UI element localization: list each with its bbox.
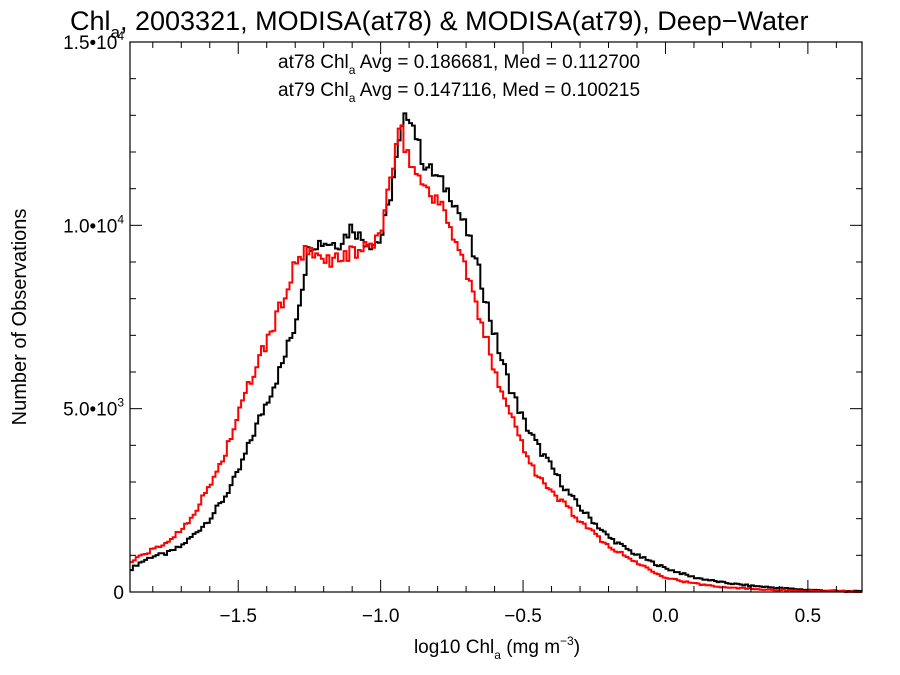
x-axis-label: log10 Chla (mg m−3): [414, 634, 580, 662]
series-layer: [130, 112, 862, 593]
plot-frame: [129, 41, 863, 593]
chart-title: Chla, 2003321, MODISA(at78) & MODISA(at7…: [70, 6, 809, 42]
y-axis-label: Number of Observations: [9, 209, 31, 426]
x-tick-label: −0.5: [504, 606, 542, 627]
series-line-at78: [130, 112, 862, 593]
x-tick-label: 0.0: [652, 606, 678, 627]
x-tick-label: 0.5: [795, 606, 821, 627]
y-tick-label: 1.0•104: [63, 212, 124, 237]
series-line-at79: [130, 124, 862, 593]
annotation-at78: at78 Chla Avg = 0.186681, Med = 0.112700: [278, 52, 640, 77]
y-tick-label: 5.0•103: [63, 396, 124, 421]
annotation-at79: at79 Chla Avg = 0.147116, Med = 0.100215: [278, 80, 640, 105]
x-tick-label: −1.0: [362, 606, 400, 627]
y-tick-label: 0: [113, 583, 124, 604]
tick-layer: −1.5 −1.0 −0.5 0.0 0.5 0 5.0•103 1.0•104 1.5•104: [63, 29, 862, 627]
x-tick-label: −1.5: [219, 606, 257, 627]
y-tick-label: 1.5•104: [63, 29, 124, 54]
